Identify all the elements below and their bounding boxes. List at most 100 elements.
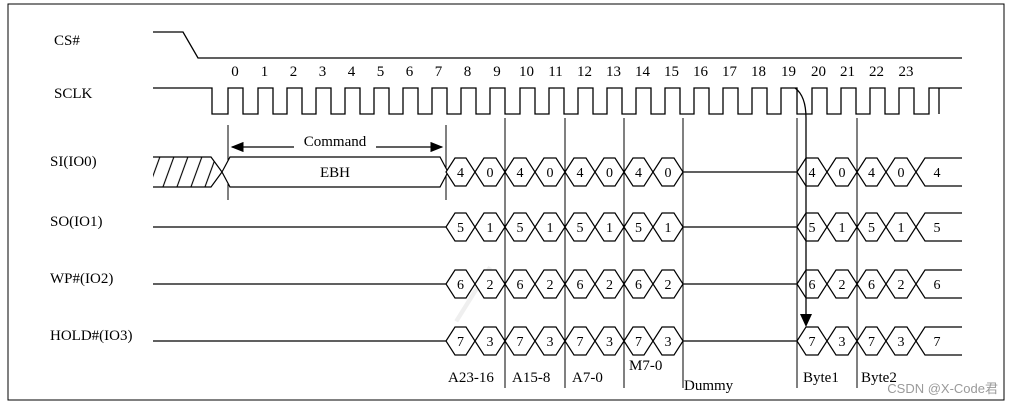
dummy-to-data-arrow — [794, 87, 807, 316]
bit-label: 1 — [606, 221, 613, 236]
lane-io2: 6 2 6 2 6 2 6 2 6 2 6 2 6 — [153, 269, 962, 299]
phase-byte2: Byte2 — [861, 370, 897, 386]
clock-number: 6 — [406, 64, 414, 80]
sclk-label: SCLK — [54, 86, 93, 102]
clock-number: 7 — [435, 64, 443, 80]
bit-label: 7 — [809, 335, 816, 350]
bit-label: 0 — [606, 166, 613, 181]
bit-label: 4 — [577, 166, 584, 181]
clock-number: 4 — [348, 64, 356, 80]
bit-label: 1 — [898, 221, 905, 236]
sclk-waveform — [153, 87, 962, 115]
clock-number: 20 — [811, 64, 826, 80]
phase-byte1: Byte1 — [803, 370, 839, 386]
cs-label: CS# — [54, 33, 80, 49]
phase-m7-0: M7-0 — [629, 358, 662, 374]
trailing-cell — [915, 326, 962, 356]
bit-label: 3 — [898, 335, 905, 350]
bit-label: 0 — [547, 166, 554, 181]
clock-number: 17 — [722, 64, 738, 80]
lane-io0: 4 0 4 0 4 0 4 0 4 0 4 0 4 — [445, 157, 962, 187]
bit-label: 6 — [457, 278, 464, 293]
bit-label: 0 — [898, 166, 905, 181]
clock-number: 21 — [840, 64, 855, 80]
bit-label: 7 — [517, 335, 524, 350]
clock-number: 22 — [869, 64, 884, 80]
clock-number: 14 — [635, 64, 651, 80]
clock-number: 9 — [493, 64, 501, 80]
command-label: Command — [304, 134, 367, 150]
bit-label: 2 — [606, 278, 613, 293]
si-dont-care-hatch — [153, 157, 222, 187]
bit-label: 7 — [457, 335, 464, 350]
trailing-bit-label: 4 — [934, 166, 941, 181]
bit-label: 0 — [839, 166, 846, 181]
clock-number: 0 — [231, 64, 239, 80]
dummy-to-data-arrowhead — [800, 314, 812, 327]
phase-a15-8: A15-8 — [512, 370, 550, 386]
trailing-bit-label: 6 — [934, 278, 941, 293]
bit-label: 4 — [517, 166, 524, 181]
bit-label: 4 — [457, 166, 464, 181]
bit-label: 1 — [839, 221, 846, 236]
bit-label: 3 — [547, 335, 554, 350]
bit-label: 7 — [635, 335, 642, 350]
phase-dividers — [504, 118, 858, 388]
bit-label: 3 — [487, 335, 494, 350]
diagram-frame — [7, 3, 1005, 401]
clock-number: 8 — [464, 64, 472, 80]
bit-label: 0 — [487, 166, 494, 181]
clock-number: 10 — [519, 64, 534, 80]
trailing-bit-label: 7 — [934, 335, 941, 350]
lane-io1: 5 1 5 1 5 1 5 1 5 1 5 1 5 — [153, 212, 962, 242]
trailing-bit-label: 5 — [934, 221, 941, 236]
bit-label: 2 — [898, 278, 905, 293]
bit-label: 4 — [809, 166, 816, 181]
io-lanes: 4 0 4 0 4 0 4 0 4 0 4 0 4 5 1 5 1 5 1 5 1 5 1 5 1 5 6 2 6 2 6 2 6 2 6 2 6 2 6 7… — [153, 157, 962, 356]
command-value: EBH — [320, 165, 350, 181]
bit-label: 2 — [839, 278, 846, 293]
clock-number: 18 — [751, 64, 766, 80]
bit-label: 6 — [577, 278, 584, 293]
bit-label: 6 — [868, 278, 875, 293]
hold-io3-label: HOLD#(IO3) — [50, 328, 132, 344]
bit-label: 2 — [547, 278, 554, 293]
phase-a7-0: A7-0 — [572, 370, 603, 386]
clock-number: 16 — [693, 64, 709, 80]
bit-label: 1 — [487, 221, 494, 236]
cs-waveform — [153, 31, 962, 59]
bit-label: 0 — [665, 166, 672, 181]
clock-number: 1 — [261, 64, 269, 80]
clock-number: 5 — [377, 64, 385, 80]
bit-label: 6 — [517, 278, 524, 293]
command-label-bg — [294, 132, 376, 150]
bit-label: 1 — [665, 221, 672, 236]
bit-label: 5 — [517, 221, 524, 236]
bit-label: 5 — [809, 221, 816, 236]
bit-label: 1 — [547, 221, 554, 236]
si-io0-label: SI(IO0) — [50, 154, 97, 170]
bit-label: 4 — [635, 166, 642, 181]
bit-label: 5 — [635, 221, 642, 236]
clock-cycle-numbers: 0 1 2 3 4 5 6 7 8 9 10 11 12 13 14 15 16 17 18 19 20 21 22 23 — [231, 64, 913, 80]
lane-io3: 7 3 7 3 7 3 7 3 7 3 7 3 7 — [153, 326, 962, 356]
clock-number: 11 — [548, 64, 562, 80]
bit-label: 3 — [839, 335, 846, 350]
clock-number: 12 — [577, 64, 592, 80]
bit-label: 5 — [577, 221, 584, 236]
wp-io2-label: WP#(IO2) — [50, 271, 113, 287]
phase-dummy: Dummy — [684, 378, 734, 394]
bit-label: 4 — [868, 166, 875, 181]
bit-label: 3 — [606, 335, 613, 350]
clock-number: 23 — [899, 64, 914, 80]
so-io1-label: SO(IO1) — [50, 214, 103, 230]
clock-number: 19 — [781, 64, 796, 80]
bit-label: 5 — [868, 221, 875, 236]
bit-label: 2 — [665, 278, 672, 293]
clock-number: 2 — [290, 64, 298, 80]
trailing-cell — [915, 269, 962, 299]
bit-label: 6 — [635, 278, 642, 293]
bit-label: 2 — [487, 278, 494, 293]
trailing-cell — [915, 157, 962, 187]
